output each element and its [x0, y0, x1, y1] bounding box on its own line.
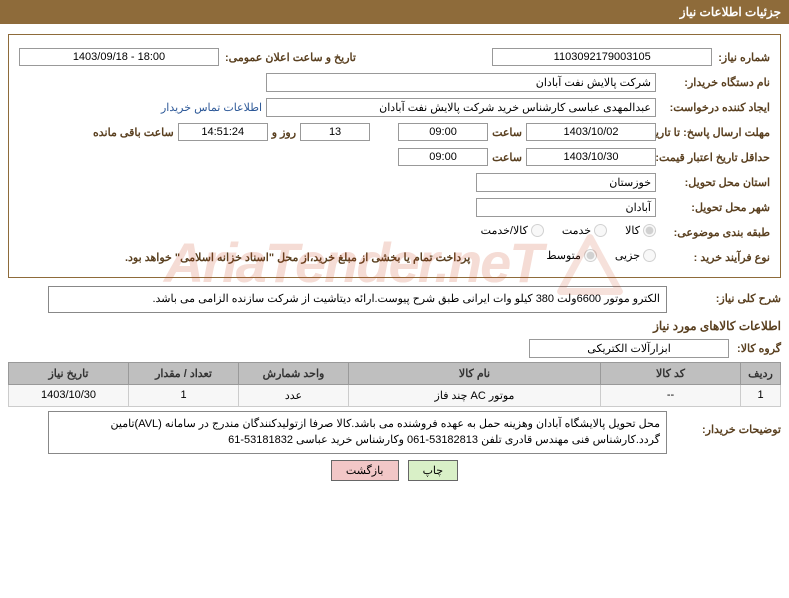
subject-radio-کالا[interactable]: کالا: [625, 224, 656, 237]
need-desc-label: شرح کلی نیاز:: [671, 292, 781, 305]
province-label: استان محل تحویل:: [660, 176, 770, 189]
table-body: 1--موتور AC چند فازعدد11403/10/30: [9, 384, 781, 406]
resp-deadline-label: مهلت ارسال پاسخ: تا تاریخ:: [660, 126, 770, 139]
goods-group-label: گروه کالا:: [737, 342, 781, 355]
content-area: شماره نیاز: 1103092179003105 تاریخ و ساع…: [0, 24, 789, 491]
days-value: 13: [300, 123, 370, 141]
table-header: تاریخ نیاز: [9, 362, 129, 384]
province-value: خوزستان: [476, 173, 656, 192]
time-label-1: ساعت: [492, 126, 522, 139]
subject-radio-خدمت[interactable]: خدمت: [562, 224, 607, 237]
back-button[interactable]: بازگشت: [331, 460, 399, 481]
table-header: نام کالا: [349, 362, 601, 384]
buyer-org-value: شرکت پالایش نفت آبادان: [266, 73, 656, 92]
buyer-contact-link[interactable]: اطلاعات تماس خریدار: [161, 101, 262, 114]
table-cell: 1: [129, 384, 239, 406]
goods-group-value: ابزارآلات الکتریکی: [529, 339, 729, 358]
table-cell: عدد: [239, 384, 349, 406]
buy-type-radio-group: جزیی متوسط: [528, 249, 656, 265]
table-row: 1--موتور AC چند فازعدد11403/10/30: [9, 384, 781, 406]
days-and-label: روز و: [272, 126, 296, 139]
city-label: شهر محل تحویل:: [660, 201, 770, 214]
table-header: کد کالا: [601, 362, 741, 384]
subject-radio-group: کالا خدمت کالا/خدمت: [463, 224, 656, 240]
buy-type-label: نوع فرآیند خرید :: [660, 251, 770, 264]
requester-value: عبدالمهدی عباسی کارشناس خرید شرکت پالایش…: [266, 98, 656, 117]
table-cell: موتور AC چند فاز: [349, 384, 601, 406]
table-cell: 1403/10/30: [9, 384, 129, 406]
table-header-row: ردیفکد کالانام کالاواحد شمارشتعداد / مقد…: [9, 362, 781, 384]
buyer-notes-label: توضیحات خریدار:: [671, 423, 781, 436]
table-header: ردیف: [741, 362, 781, 384]
buyer-notes-text: محل تحویل پالایشگاه آبادان وهزینه حمل به…: [48, 411, 667, 454]
resp-time-value: 09:00: [398, 123, 488, 141]
need-desc-text: الکترو موتور 6600ولت 380 کیلو وات ایرانی…: [48, 286, 667, 313]
requester-label: ایجاد کننده درخواست:: [660, 101, 770, 114]
time-label-2: ساعت: [492, 151, 522, 164]
countdown-value: 14:51:24: [178, 123, 268, 141]
buytype-radio-متوسط[interactable]: متوسط: [546, 249, 597, 262]
table-cell: --: [601, 384, 741, 406]
subject-cat-label: طبقه بندی موضوعی:: [660, 226, 770, 239]
price-time-value: 09:00: [398, 148, 488, 166]
detail-fieldset: شماره نیاز: 1103092179003105 تاریخ و ساع…: [8, 34, 781, 278]
print-button[interactable]: چاپ: [408, 460, 459, 481]
table-header: واحد شمارش: [239, 362, 349, 384]
buytype-radio-جزیی[interactable]: جزیی: [615, 249, 656, 262]
city-value: آبادان: [476, 198, 656, 217]
subject-radio-کالا/خدمت[interactable]: کالا/خدمت: [481, 224, 544, 237]
table-cell: 1: [741, 384, 781, 406]
buyer-org-label: نام دستگاه خریدار:: [660, 76, 770, 89]
remain-label: ساعت باقی مانده: [93, 126, 174, 139]
button-row: چاپ بازگشت: [8, 460, 781, 481]
price-date-value: 1403/10/30: [526, 148, 656, 166]
title-bar: جزئیات اطلاعات نیاز: [0, 0, 789, 24]
goods-info-title: اطلاعات کالاهای مورد نیاز: [8, 319, 781, 333]
price-valid-label: حداقل تاریخ اعتبار قیمت: تا تاریخ:: [660, 151, 770, 164]
anno-date-value: 1403/09/18 - 18:00: [19, 48, 219, 66]
resp-date-value: 1403/10/02: [526, 123, 656, 141]
need-no-label: شماره نیاز:: [718, 51, 770, 64]
goods-table: ردیفکد کالانام کالاواحد شمارشتعداد / مقد…: [8, 362, 781, 407]
need-no-value: 1103092179003105: [492, 48, 712, 66]
table-header: تعداد / مقدار: [129, 362, 239, 384]
payment-note: پرداخت تمام یا بخشی از مبلغ خرید،از محل …: [125, 251, 470, 264]
anno-date-label: تاریخ و ساعت اعلان عمومی:: [225, 51, 356, 64]
